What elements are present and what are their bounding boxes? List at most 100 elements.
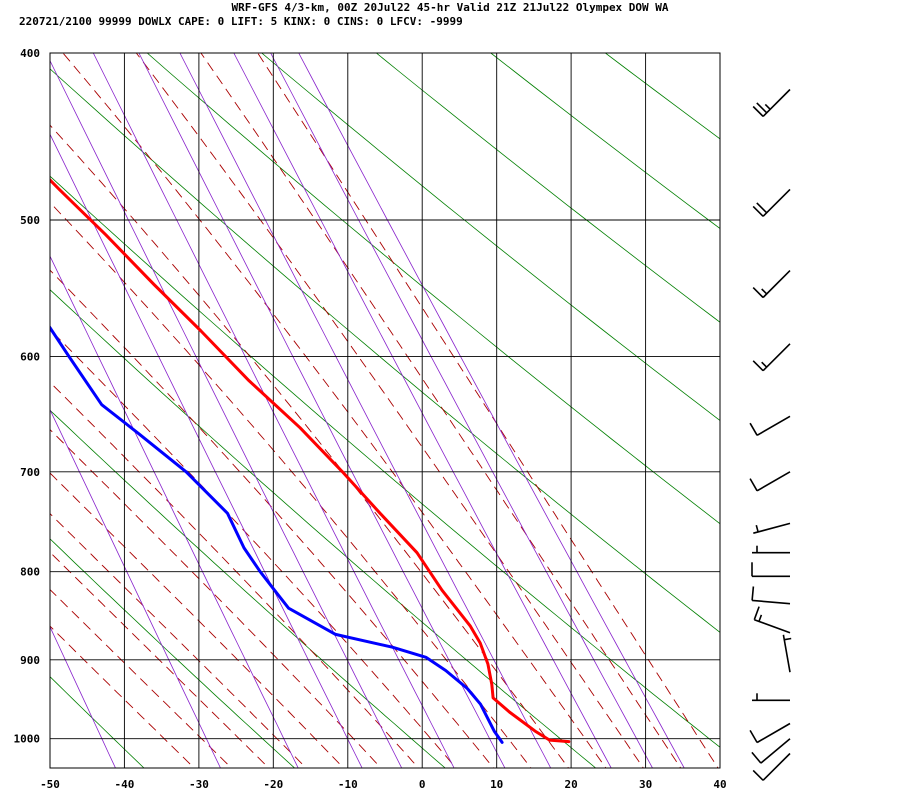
y-tick-label: 600 <box>20 350 40 363</box>
dry-adiabat <box>719 53 720 54</box>
saturated-adiabat <box>62 53 607 768</box>
wind-barb <box>749 471 791 492</box>
barb-staff <box>760 738 791 764</box>
barb-staff <box>762 188 791 217</box>
y-tick-label: 900 <box>20 654 40 667</box>
x-tick-label: -10 <box>338 778 358 791</box>
plot-frame <box>49 52 721 769</box>
saturated-adiabat <box>50 201 532 768</box>
dry-adiabat <box>50 538 295 768</box>
barb-halfflag <box>761 288 768 295</box>
barb-staff <box>762 752 791 781</box>
wind-barb <box>752 188 791 217</box>
saturated-adiabat <box>50 472 345 768</box>
barb-staff <box>762 270 791 299</box>
wind-barbs <box>749 88 792 781</box>
dry-adiabat <box>50 676 145 768</box>
mixing-ratio-line <box>50 625 116 768</box>
barb-flag <box>749 422 758 436</box>
mixing-ratio-line <box>50 133 363 768</box>
y-tick-label: 1000 <box>14 733 41 746</box>
saturated-adiabat <box>50 625 195 768</box>
barb-flag <box>752 205 764 217</box>
dry-adiabat <box>835 53 900 768</box>
saturated-adiabat <box>200 53 682 768</box>
barb-staff <box>782 634 791 673</box>
barb-flag <box>749 729 758 743</box>
barb-halfflag <box>764 103 771 110</box>
wind-barb <box>752 693 790 702</box>
barb-staff <box>752 599 791 605</box>
x-tick-label: 10 <box>490 778 503 791</box>
barb-staff <box>754 618 791 634</box>
wind-barb <box>753 522 791 534</box>
y-tick-label: 400 <box>20 47 40 60</box>
barb-flag <box>753 606 760 620</box>
barb-staff <box>756 471 791 492</box>
dry-adiabat <box>261 53 720 421</box>
saturated-adiabat <box>50 512 307 768</box>
saturated-adiabat <box>50 381 420 768</box>
mixing-ratio-line <box>270 53 653 768</box>
barb-flag <box>751 586 755 601</box>
barb-halfflag <box>758 614 763 622</box>
mixing-ratio-line <box>233 53 612 768</box>
wind-barb <box>751 586 791 605</box>
x-tick-label: -50 <box>40 778 60 791</box>
y-tick-label: 500 <box>20 214 40 227</box>
wind-barb <box>752 270 791 299</box>
saturated-adiabat <box>50 428 382 768</box>
dry-adiabat <box>146 53 720 525</box>
mixing-ratio-line <box>50 255 299 768</box>
dry-adiabat <box>50 68 720 633</box>
barb-staff <box>753 522 791 534</box>
barb-staff <box>762 88 791 117</box>
dry-adiabat <box>376 53 720 323</box>
wind-barb <box>752 343 791 372</box>
barb-flag <box>756 202 768 214</box>
x-tick-label: 20 <box>564 778 577 791</box>
saturated-adiabat <box>50 551 270 768</box>
saturated-adiabat <box>50 269 495 768</box>
mixing-ratio-line <box>138 53 506 768</box>
saturated-adiabat <box>50 124 570 768</box>
mixing-ratio-line <box>298 53 685 768</box>
barb-flag <box>752 105 764 117</box>
wind-barb <box>753 606 791 634</box>
barb-flag <box>752 769 764 781</box>
barb-halfflag <box>784 637 792 641</box>
barb-flag <box>752 287 764 299</box>
wind-barb <box>752 752 791 781</box>
dry-adiabat <box>605 53 720 140</box>
x-tick-label: -20 <box>263 778 283 791</box>
barb-halfflag <box>755 524 759 533</box>
wind-barb <box>751 562 790 578</box>
wind-barb <box>749 415 791 436</box>
mixing-ratio-line <box>50 59 403 768</box>
barb-staff <box>756 722 791 744</box>
grid <box>50 52 720 768</box>
wind-barb <box>749 722 791 744</box>
wind-barb <box>752 545 790 554</box>
mixing-ratio-line <box>92 53 455 768</box>
mixing-ratio-line <box>50 408 221 768</box>
saturated-adiabat <box>135 53 644 768</box>
x-tick-label: 0 <box>419 778 426 791</box>
dewpoint-profile <box>50 324 504 744</box>
dry-adiabat <box>50 409 446 768</box>
axes: 400 500 600 700 800 900 1000 -50 -40 -30 -20 -10 0 10… <box>14 47 727 791</box>
temperature-profile <box>50 177 571 744</box>
x-tick-label: 30 <box>639 778 652 791</box>
x-tick-label: -40 <box>114 778 134 791</box>
saturated-adiabat <box>257 53 719 768</box>
dry-adiabat <box>50 289 596 768</box>
dry-adiabat <box>490 53 720 230</box>
dry-adiabat <box>50 175 720 748</box>
y-tick-label: 700 <box>20 466 40 479</box>
barb-flag <box>749 478 758 492</box>
y-tick-label: 800 <box>20 566 40 579</box>
chart-title: WRF-GFS 4/3-km, 00Z 20Jul22 45-hr Valid … <box>231 1 668 14</box>
barb-staff <box>756 415 791 436</box>
wind-barb <box>751 738 791 764</box>
